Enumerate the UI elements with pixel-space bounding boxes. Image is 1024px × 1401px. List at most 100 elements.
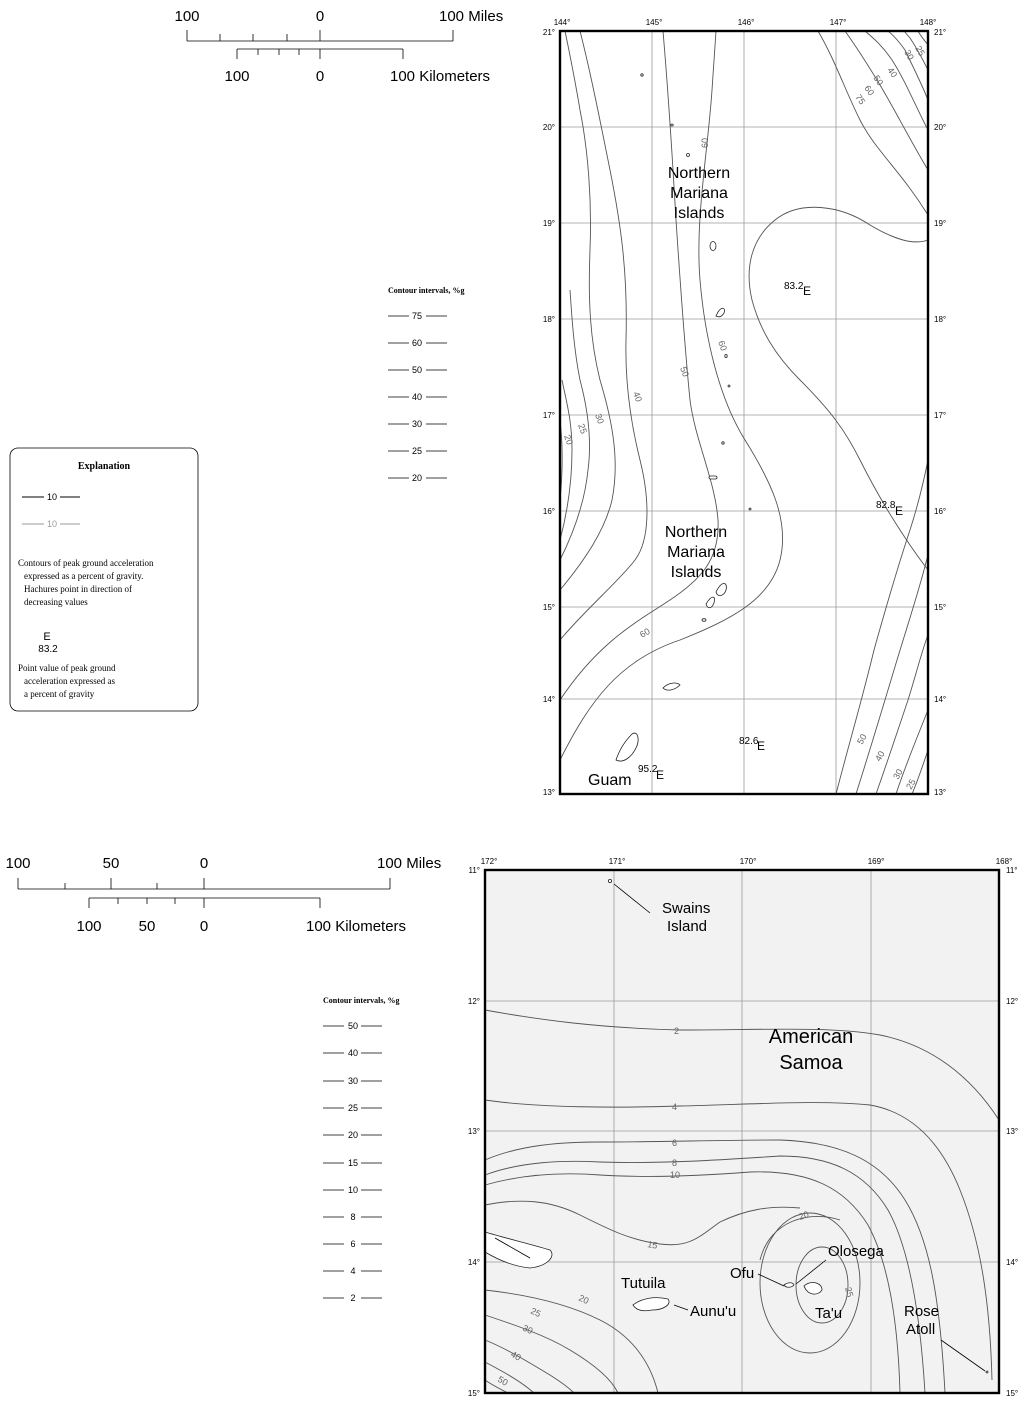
scale-km-label: 100	[76, 918, 101, 935]
contour-label: 60	[862, 83, 876, 97]
scale-miles-label: 100	[174, 8, 199, 25]
contour-label: 25	[913, 44, 927, 58]
latitude-label: 13°	[934, 788, 946, 797]
point-value: 82.8	[876, 500, 896, 511]
contour-legend-value: 8	[350, 1212, 355, 1222]
samoa-place-labels: American Samoa Swains Island Tutuila Aun…	[621, 900, 939, 1338]
latitude-label: 18°	[543, 315, 555, 324]
latitude-label: 14°	[543, 695, 555, 704]
contour-label: 25	[843, 1286, 855, 1298]
contour-label: 60	[716, 339, 729, 352]
mariana-latitude-labels-right: 21° 20° 19° 18° 17° 16° 15° 14° 13°	[934, 28, 946, 797]
contour-label: 75	[853, 92, 867, 106]
point-marker: E	[757, 739, 765, 753]
mariana-contours	[559, 30, 929, 795]
samoa-contour-legend: Contour intervals, %g 50 40 30 25 20 15 …	[323, 996, 400, 1303]
latitude-label: 21°	[934, 28, 946, 37]
explanation-point-marker: E	[43, 631, 50, 643]
latitude-label: 14°	[468, 1258, 480, 1267]
place-label-ofu: Ofu	[730, 1265, 754, 1282]
mariana-contour-labels: 25 30 40 50 60 75 60 50 40 30 25 20 60 6…	[562, 44, 927, 791]
explanation-point-text: a percent of gravity	[24, 689, 95, 699]
contour-legend-value: 4	[350, 1266, 355, 1276]
explanation-box: Explanation 10 10 Contours of peak groun…	[9, 447, 199, 712]
longitude-label: 146°	[738, 18, 755, 27]
contour-legend-value: 40	[348, 1048, 358, 1058]
contour-label: 15	[647, 1239, 659, 1251]
contour-label: 40	[631, 390, 644, 403]
contour-label: 40	[509, 1349, 523, 1363]
mariana-scale-bar: 100 0 100 Miles 100 0 100 Kilometers	[174, 8, 503, 85]
latitude-label: 13°	[468, 1127, 480, 1136]
scale-km-label: 100 Kilometers	[306, 918, 406, 935]
latitude-label: 17°	[934, 411, 946, 420]
contour-legend-value: 50	[348, 1021, 358, 1031]
explanation-point-text: Point value of peak ground	[18, 663, 116, 673]
latitude-label: 15°	[468, 1389, 480, 1398]
place-label-northern-mariana: Northern	[665, 524, 727, 541]
mariana-place-labels: Northern Mariana Islands Northern Marian…	[588, 165, 730, 789]
longitude-label: 148°	[920, 18, 937, 27]
contour-legend-value: 50	[412, 365, 422, 375]
contour-legend-value: 25	[412, 446, 422, 456]
contour-label: 40	[873, 749, 887, 763]
contour-label: 25	[529, 1306, 542, 1319]
mariana-longitude-labels: 144° 145° 146° 147° 148°	[554, 18, 937, 27]
point-marker: E	[803, 284, 811, 298]
place-label-guam: Guam	[588, 772, 632, 789]
contour-label: 40	[885, 65, 899, 79]
explanation-contour-text: Contours of peak ground acceleration	[18, 558, 154, 568]
point-value: 95.2	[638, 764, 658, 775]
longitude-label: 147°	[830, 18, 847, 27]
samoa-leaders	[613, 883, 986, 1372]
contour-legend-value: 6	[350, 1239, 355, 1249]
samoa-scale-bar: 100 50 0 100 Miles 100 50 0 100 Kilomete…	[5, 855, 441, 935]
contour-legend-value: 60	[412, 338, 422, 348]
place-label-swains-island: Swains	[662, 900, 710, 917]
contour-label: 8	[672, 1158, 677, 1168]
explanation-title: Explanation	[78, 461, 131, 472]
scale-miles-label: 50	[103, 855, 120, 872]
mariana-point-values: 83.2 E 82.8 E 82.6 E 95.2 E	[638, 281, 903, 782]
contour-label: 10	[670, 1170, 680, 1180]
contour-label: 25	[904, 777, 918, 791]
latitude-label: 12°	[468, 997, 480, 1006]
contour-legend-value: 25	[348, 1103, 358, 1113]
contour-label: 20	[797, 1209, 810, 1222]
contour-legend-value: 30	[412, 419, 422, 429]
contour-label: 30	[521, 1323, 534, 1336]
contour-label: 50	[855, 732, 869, 746]
longitude-label: 170°	[740, 857, 757, 866]
scale-miles-label: 100 Miles	[377, 855, 441, 872]
place-label-northern-mariana: Islands	[674, 205, 725, 222]
latitude-label: 15°	[543, 603, 555, 612]
contour-legend-value: 20	[412, 473, 422, 483]
scale-km-label: 0	[200, 918, 208, 935]
mariana-islands	[615, 73, 752, 762]
point-marker: E	[656, 768, 664, 782]
contour-label: 25	[576, 422, 589, 435]
samoa-map: 2 4 6 8 10 15 20 25 30 40 50 20 25	[468, 857, 1018, 1398]
samoa-title: Samoa	[779, 1052, 843, 1074]
place-label-tau: Ta'u	[815, 1305, 842, 1322]
contour-legend-value: 15	[348, 1158, 358, 1168]
contour-label: 50	[871, 73, 885, 87]
latitude-label: 16°	[543, 507, 555, 516]
longitude-label: 144°	[554, 18, 571, 27]
mariana-map: 25 30 40 50 60 75 60 50 40 30 25 20 60 6…	[543, 18, 946, 797]
samoa-contours	[484, 1009, 1000, 1394]
latitude-label: 12°	[1006, 997, 1018, 1006]
samoa-latitude-labels-left: 11° 12° 13° 14° 15°	[468, 866, 480, 1398]
contour-label: 30	[593, 412, 606, 425]
longitude-label: 168°	[996, 857, 1013, 866]
latitude-label: 15°	[1006, 1389, 1018, 1398]
longitude-label: 172°	[481, 857, 498, 866]
scale-km-label: 50	[139, 918, 156, 935]
place-label-northern-mariana: Mariana	[667, 544, 725, 561]
latitude-label: 13°	[543, 788, 555, 797]
latitude-label: 20°	[934, 123, 946, 132]
contour-label: 2	[674, 1026, 679, 1036]
place-label-northern-mariana: Mariana	[670, 185, 728, 202]
samoa-islands	[484, 879, 989, 1374]
latitude-label: 20°	[543, 123, 555, 132]
